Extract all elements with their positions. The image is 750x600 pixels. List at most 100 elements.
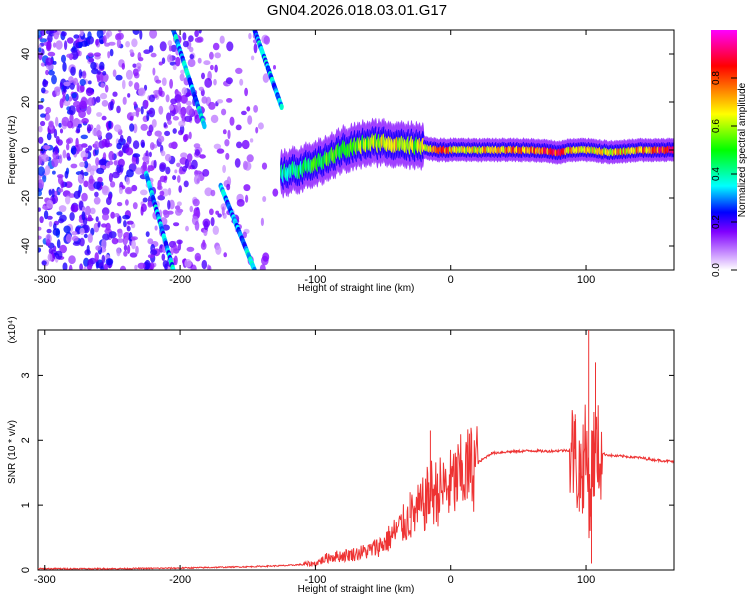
- spectrogram-noise-cell: [38, 179, 45, 189]
- spectrogram-noise-cell: [103, 35, 107, 44]
- spectrogram-noise-cell: [159, 190, 165, 196]
- spectrogram-noise-cell: [40, 120, 46, 127]
- snr-y-axis-label: SNR (10 * v/v): [7, 420, 18, 484]
- spectrogram-noise-cell: [81, 117, 89, 124]
- spectrogram-noise-cell: [97, 70, 101, 75]
- spectrogram-noise-cell: [203, 60, 211, 66]
- spectrogram-noise-cell: [81, 211, 86, 221]
- spectrogram-noise-cell: [166, 112, 172, 122]
- spectrogram-noise-cell: [79, 161, 86, 168]
- spectrogram-noise-cell: [82, 70, 87, 79]
- spectrogram-heat-layer: [38, 30, 674, 270]
- spectrogram-noise-cell: [102, 75, 108, 83]
- spectrogram-noise-cell: [161, 57, 166, 64]
- spectrogram-noise-cell: [197, 57, 202, 64]
- spectrogram-noise-cell: [212, 225, 219, 235]
- spectrogram-noise-cell: [141, 142, 145, 148]
- spectrogram-noise-cell: [97, 222, 101, 228]
- spectrogram-noise-cell: [165, 166, 171, 175]
- spectrogram-noise-cell: [48, 70, 55, 76]
- spectrogram-noise-cell: [225, 152, 230, 160]
- spectrogram-noise-cell: [56, 239, 61, 249]
- spectrogram-noise-cell: [70, 66, 76, 76]
- colorbar-tick-label: 0.2: [711, 215, 722, 229]
- snr-spikes: [409, 330, 596, 564]
- spectrogram-noise-cell: [121, 63, 126, 70]
- spectrogram-noise-cell: [170, 246, 174, 256]
- spectrogram-noise-cell: [40, 113, 46, 118]
- spectrogram-noise-cell: [47, 51, 56, 57]
- spectrogram-noise-cell: [204, 77, 213, 88]
- spectrogram-noise-cell: [61, 54, 66, 63]
- spectrogram-noise-cell: [117, 228, 123, 239]
- spectrogram-noise-cell: [174, 169, 178, 174]
- spectrogram-noise-cell: [163, 210, 170, 219]
- spectrogram-noise-cell: [76, 82, 80, 92]
- spectrogram-noise-cell: [54, 145, 59, 155]
- spectrogram-noise-cell: [212, 42, 220, 51]
- spectrogram-noise-cell: [109, 48, 114, 57]
- spectrogram-noise-cell: [174, 205, 181, 210]
- spectrogram-noise-cell: [66, 53, 74, 58]
- spectrogram-noise-cell: [40, 62, 46, 67]
- spectrogram-noise-cell: [167, 40, 173, 47]
- spectrogram-noise-cell: [135, 167, 143, 175]
- spectrogram-noise-cell: [54, 190, 58, 197]
- spectrogram-noise-cell: [101, 207, 110, 216]
- spectrogram-noise-cell: [55, 40, 63, 50]
- spectrogram-noise-cell: [200, 241, 207, 250]
- spectrogram-noise-cell: [118, 150, 124, 158]
- spectrogram-noise-cell: [194, 114, 201, 124]
- spectrogram-noise-cell: [71, 203, 75, 212]
- spectrogram-noise-cell: [107, 160, 114, 166]
- spectrogram-noise-cell: [87, 31, 92, 40]
- spectrogram-noise-cell: [161, 253, 166, 261]
- spectrogram-noise-cell: [116, 247, 121, 257]
- spectrogram-noise-cell: [245, 194, 249, 203]
- spectrogram-noise-cell: [40, 30, 46, 36]
- spectrogram-noise-cell: [168, 104, 174, 111]
- spectrogram-noise-cell: [108, 193, 113, 201]
- spectrogram-noise-cell: [38, 104, 44, 110]
- spectrogram-noise-cell: [68, 105, 76, 116]
- spectrogram-x-tick-label: -200: [169, 274, 191, 286]
- spectrogram-noise-cell: [108, 150, 115, 161]
- spectrogram-noise-cell: [57, 139, 63, 146]
- spectrogram-noise-cell: [202, 169, 210, 177]
- spectrogram-noise-cell: [192, 198, 200, 207]
- spectrogram-noise-cell: [45, 69, 50, 76]
- spectrogram-noise-cell: [71, 235, 79, 242]
- spectrogram-noise-cell: [138, 87, 146, 97]
- spectrogram-noise-cell: [236, 199, 245, 207]
- spectrogram-noise-cell: [229, 116, 235, 126]
- spectrogram-noise-cell: [176, 201, 182, 207]
- spectrogram-noise-cell: [127, 244, 131, 254]
- spectrogram-noise-cell: [38, 226, 42, 231]
- spectrogram-noise-cell: [99, 61, 105, 70]
- spectrogram-noise-cell: [159, 162, 167, 170]
- spectrogram-noise-cell: [93, 196, 101, 205]
- spectrogram-noise-cell: [273, 65, 276, 70]
- spectrogram-noise-cell: [185, 92, 192, 97]
- spectrogram-noise-cell: [184, 158, 189, 169]
- spectrogram-noise-cell: [183, 133, 189, 141]
- spectrogram-noise-cell: [163, 122, 167, 128]
- spectrogram-noise-cell: [101, 185, 110, 196]
- spectrogram-noise-cell: [101, 223, 107, 228]
- spectrogram-noise-cell: [46, 228, 52, 234]
- spectrogram-noise-cell: [110, 100, 114, 111]
- spectrogram-noise-cell: [68, 264, 73, 270]
- spectrogram-noise-cell: [239, 78, 244, 86]
- spectrogram-noise-cell: [164, 130, 171, 137]
- spectrogram-noise-cell: [93, 52, 101, 57]
- spectrogram-noise-cell: [107, 51, 111, 59]
- spectrogram-noise-cell: [38, 235, 42, 240]
- spectrogram-noise-cell: [226, 98, 233, 103]
- spectrogram-noise-cell: [201, 259, 208, 270]
- spectrogram-noise-cell: [62, 262, 68, 270]
- spectrogram-noise-cell: [243, 184, 251, 192]
- spectrogram-noise-cell: [193, 174, 201, 185]
- spectrogram-noise-cell: [213, 78, 217, 86]
- spectrogram-noise-cell: [199, 154, 206, 159]
- spectrogram-noise-cell: [178, 185, 182, 193]
